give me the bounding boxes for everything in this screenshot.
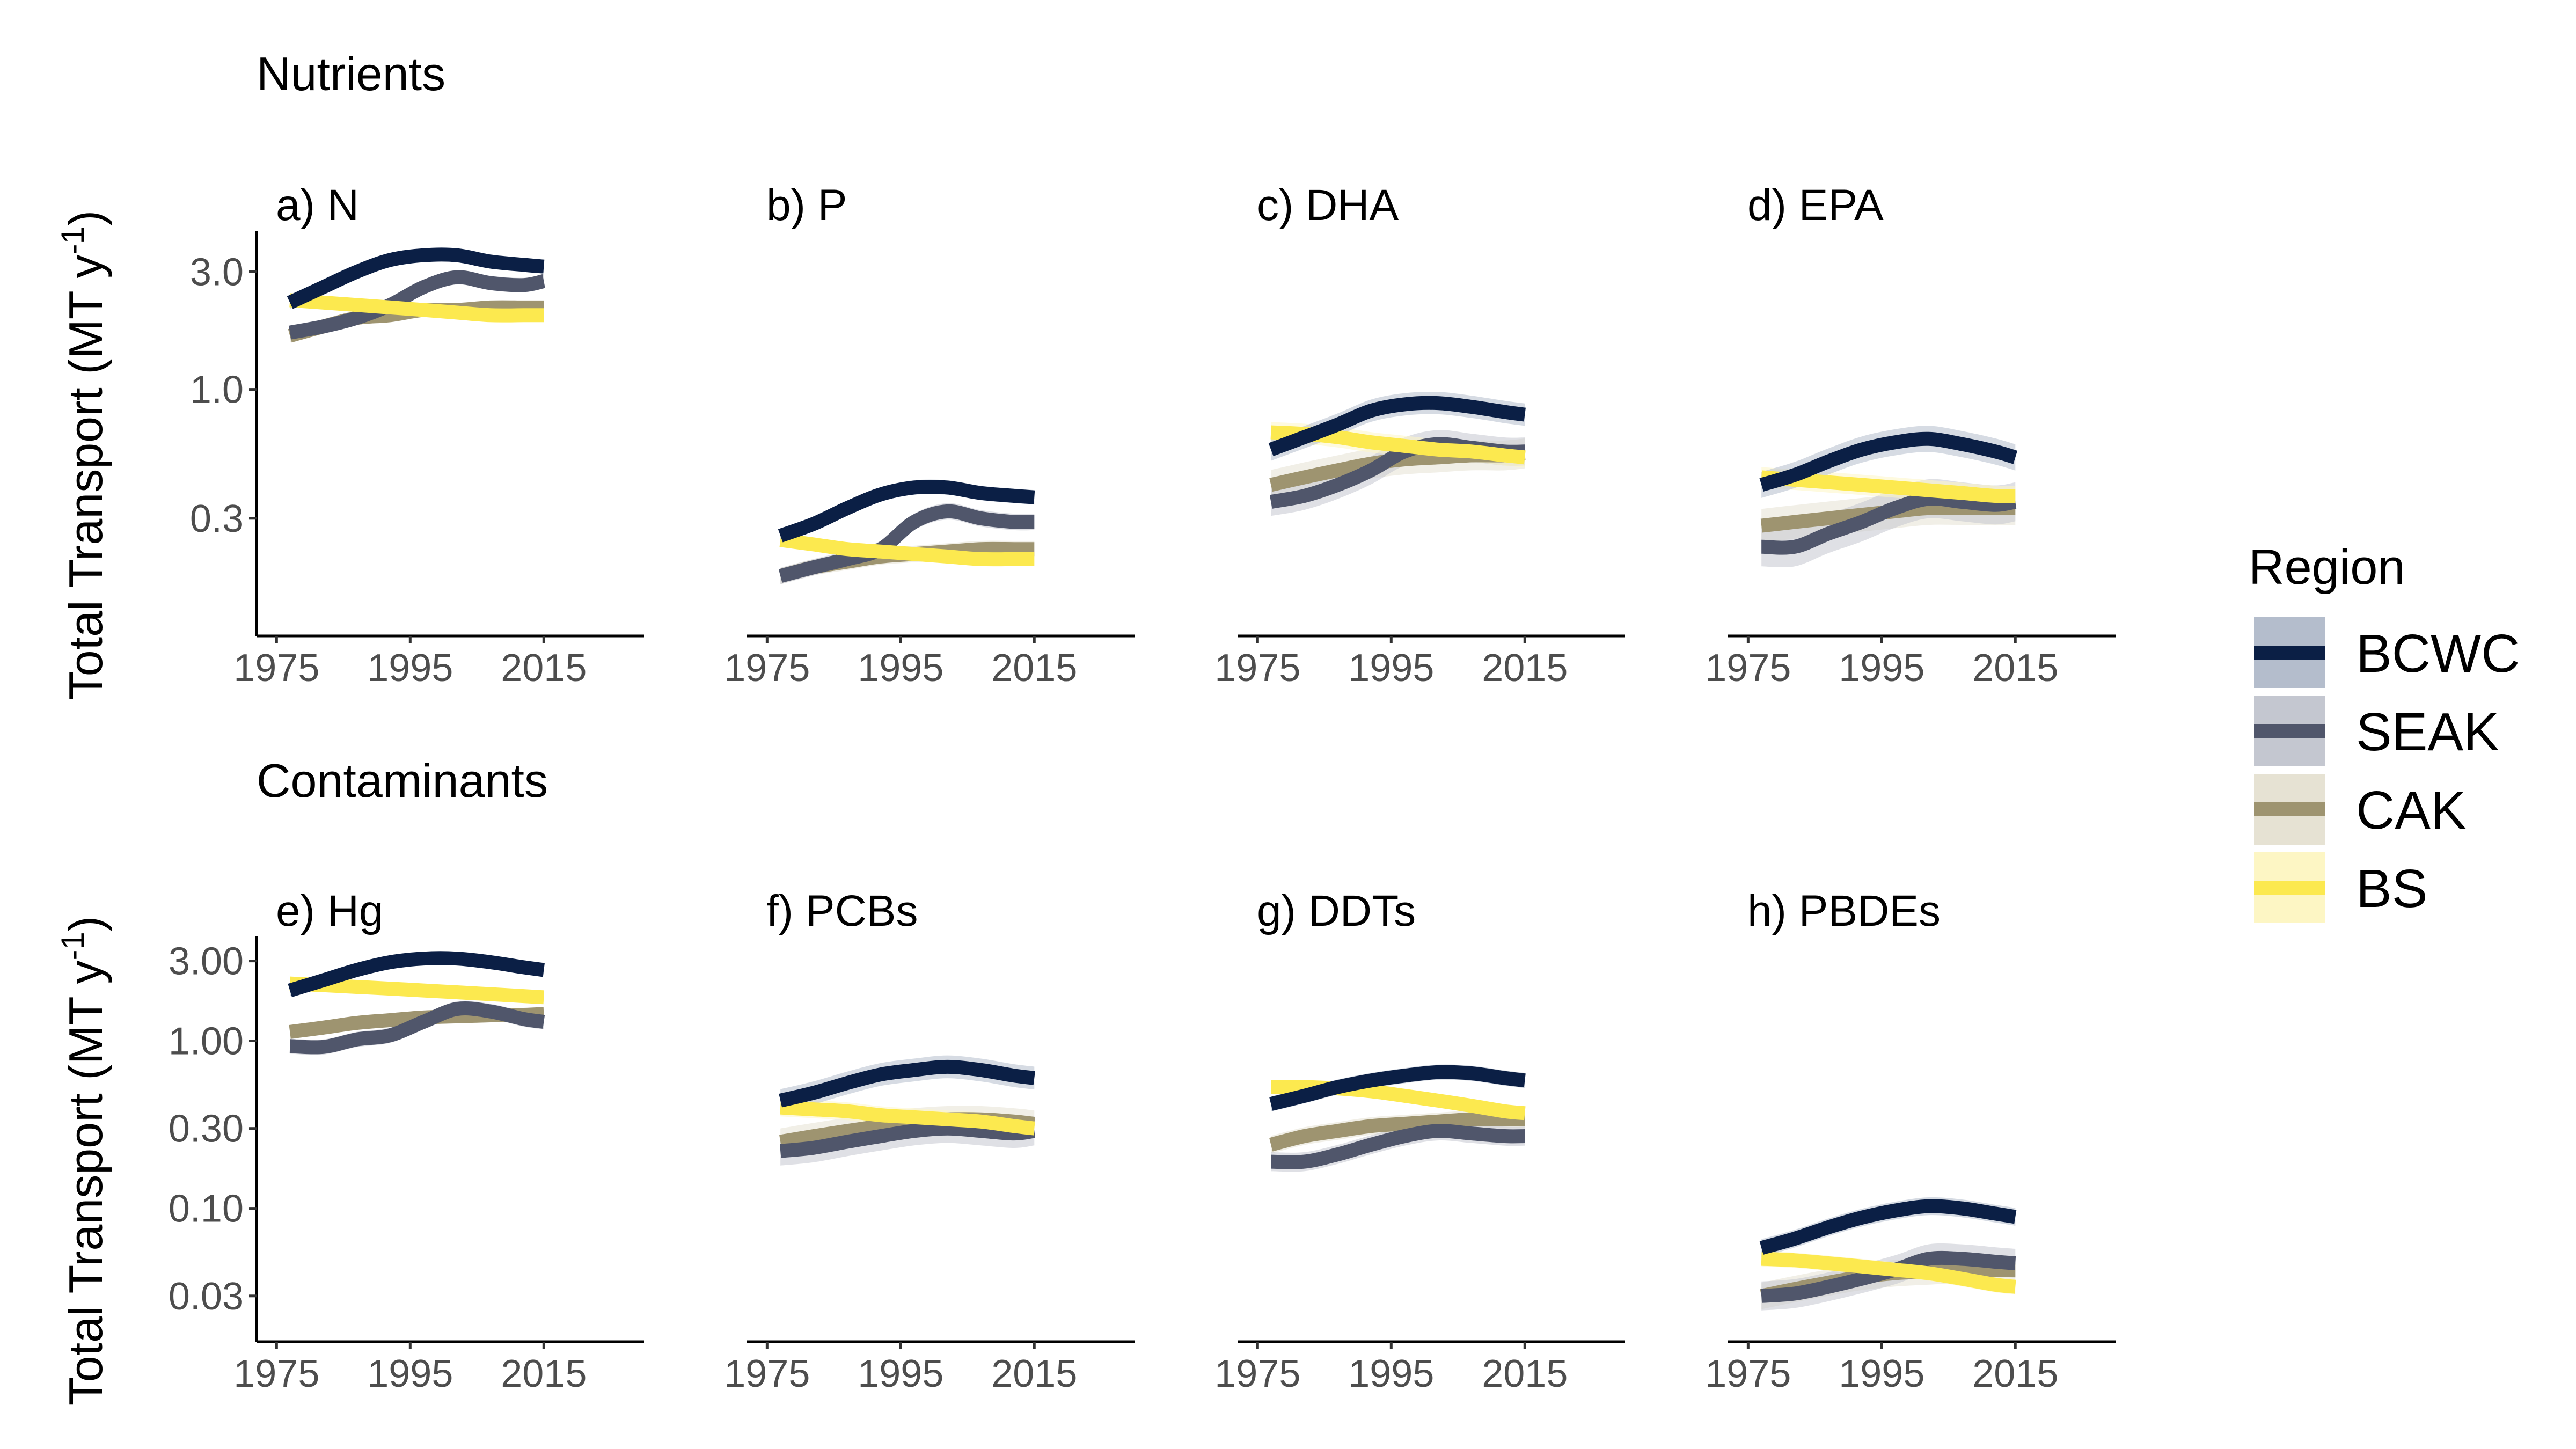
panel-8: h) PBDEs 1975 1995 2015 [1705, 887, 2116, 1395]
x-tick-label: 1995 [1839, 647, 1924, 690]
x-tick-label: 1995 [1839, 1352, 1924, 1395]
x-tick-label: 2015 [1972, 647, 2058, 690]
y-axis-label-end: ) [59, 916, 112, 932]
y-axis-label-text: Total Transport (MT y-1) [55, 210, 112, 700]
x-tick-label: 1975 [233, 647, 319, 690]
panel-4: d) EPA 1975 1995 2015 [1705, 181, 2116, 690]
x-tick-label: 1995 [1348, 647, 1434, 690]
series-line-seak [289, 1001, 545, 1055]
series-line-seak [778, 504, 1035, 583]
legend-label: CAK [2356, 780, 2467, 840]
panel-6: f) PCBs 1975 1995 2015 [724, 887, 1135, 1395]
panel-title: b) P [766, 181, 847, 230]
legend: Region BCWC SEAK CAK BS [2249, 540, 2520, 923]
legend-label: SEAK [2356, 702, 2499, 762]
x-tick-label: 2015 [501, 1352, 587, 1395]
y-tick-label: 0.30 [169, 1108, 244, 1151]
legend-item-bcwc: BCWC [2254, 617, 2520, 688]
panel-title: c) DHA [1257, 181, 1399, 230]
legend-item-cak: CAK [2254, 774, 2467, 845]
x-tick-label: 1995 [367, 1352, 453, 1395]
series-line-bs [780, 1100, 1035, 1136]
series-line-seak [1270, 1124, 1525, 1169]
x-tick-label: 1975 [1214, 647, 1300, 690]
legend-keys: BCWC SEAK CAK BS [2254, 617, 2520, 923]
series-line-bcwc [778, 479, 1035, 543]
chart-panels: a) N 0.3 1.0 3.0 1975 1995 2015 b) P 1975 1995 201… [169, 181, 2116, 1395]
x-tick-label: 1975 [233, 1352, 319, 1395]
x-tick-label: 1975 [1705, 647, 1791, 690]
series-line-bcwc [288, 951, 545, 998]
x-tick-label: 2015 [1972, 1352, 2058, 1395]
y-axis-label-end: ) [59, 210, 112, 226]
y-axis-label-main: Total Transport (MT y [59, 960, 112, 1406]
panel-5: e) Hg 0.03 0.10 0.30 1.00 3.00 1975 1995 2015 [169, 887, 644, 1395]
y-axis-label-sup: -1 [55, 226, 91, 254]
x-tick-label: 1975 [724, 647, 810, 690]
panel-2: b) P 1975 1995 2015 [724, 181, 1135, 690]
x-tick-label: 2015 [991, 647, 1077, 690]
legend-label: BCWC [2356, 624, 2520, 684]
panel-title: f) PCBs [766, 887, 918, 935]
series-line-cak [1269, 1112, 1525, 1152]
series-line-bcwc [287, 247, 545, 309]
series-line-bcwc [779, 1059, 1035, 1108]
series-line-bcwc [1759, 431, 2018, 492]
x-tick-label: 2015 [501, 647, 587, 690]
y-axis-label-main: Total Transport (MT y [59, 254, 112, 700]
x-tick-label: 1995 [858, 647, 943, 690]
section-title-nutrients: Nutrients [257, 47, 445, 100]
x-tick-label: 1995 [858, 1352, 943, 1395]
panel-1: a) N 0.3 1.0 3.0 1975 1995 2015 [190, 181, 644, 690]
series-line-bs [1761, 470, 2016, 503]
series-line-seak [288, 270, 546, 340]
y-axis-label-top: Total Transport (MT y-1) [55, 210, 112, 700]
y-tick-label: 1.00 [169, 1020, 244, 1063]
panel-title: e) Hg [276, 887, 384, 935]
legend-label: BS [2356, 859, 2427, 919]
series-line-bcwc [1268, 396, 1526, 456]
panel-title: a) N [276, 181, 359, 230]
x-tick-label: 1975 [1705, 1352, 1791, 1395]
series-line-seak [1761, 492, 2017, 555]
x-tick-label: 1975 [1214, 1352, 1300, 1395]
series-line-seak [779, 1121, 1036, 1158]
y-tick-label: 3.00 [169, 940, 244, 983]
x-tick-label: 1995 [1348, 1352, 1434, 1395]
y-axis-label-sup: -1 [55, 932, 91, 960]
series-line-bcwc [1759, 1199, 2017, 1255]
y-tick-label: 0.03 [169, 1275, 244, 1318]
y-axis-label-bottom: Total Transport (MT y-1) [55, 916, 112, 1406]
series-line-bcwc [1269, 1065, 1526, 1111]
series-line-bs [289, 293, 544, 323]
y-axis-label-text: Total Transport (MT y-1) [55, 916, 112, 1406]
y-tick-label: 0.10 [169, 1188, 244, 1231]
panel-title: g) DDTs [1257, 887, 1416, 935]
x-tick-label: 1975 [724, 1352, 810, 1395]
panel-title: d) EPA [1747, 181, 1884, 230]
y-tick-label: 0.3 [190, 497, 244, 540]
section-title-contaminants: Contaminants [257, 754, 548, 807]
x-tick-label: 1995 [367, 647, 453, 690]
x-tick-label: 2015 [1482, 1352, 1568, 1395]
y-tick-label: 3.0 [190, 251, 244, 294]
panel-3: c) DHA 1975 1995 2015 [1214, 181, 1625, 690]
legend-item-bs: BS [2254, 852, 2427, 923]
series-line-bs [1761, 1252, 2016, 1294]
x-tick-label: 2015 [991, 1352, 1077, 1395]
series-line-bs [289, 976, 544, 1005]
panel-title: h) PBDEs [1747, 887, 1941, 935]
panel-7: g) DDTs 1975 1995 2015 [1214, 887, 1625, 1395]
y-tick-label: 1.0 [190, 369, 244, 412]
series-line-bs [779, 533, 1035, 567]
x-tick-label: 2015 [1482, 647, 1568, 690]
legend-title: Region [2249, 540, 2405, 595]
legend-item-seak: SEAK [2254, 696, 2499, 766]
